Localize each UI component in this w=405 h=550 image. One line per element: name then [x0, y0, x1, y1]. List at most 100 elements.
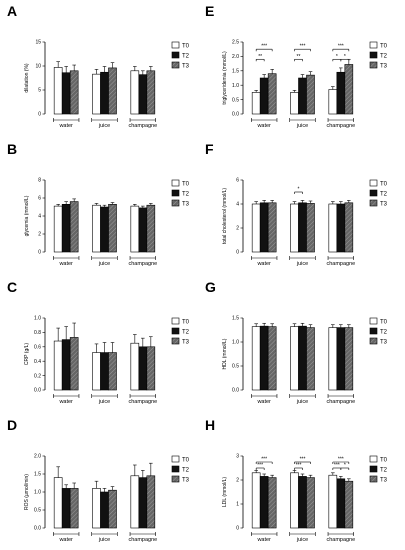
category-label: water [256, 261, 271, 267]
y-tick-label: 0.2 [34, 373, 41, 379]
bar-t0 [92, 73, 101, 115]
y-tick-label: 1.0 [34, 490, 41, 496]
bar-t3 [267, 202, 277, 253]
bar-t2 [259, 202, 269, 253]
bar-t3 [146, 346, 156, 391]
bar-t2 [259, 325, 269, 391]
bar-t0 [53, 205, 63, 253]
legend-swatch-t3 [369, 61, 378, 69]
bar-t2 [61, 339, 71, 391]
y-tick-label: 2.0 [232, 54, 239, 60]
legend-label: T2 [182, 330, 190, 336]
bar-t0 [328, 327, 338, 391]
bar-t2 [138, 346, 148, 391]
significance-label: * [298, 187, 300, 193]
legend-swatch-t3 [369, 475, 378, 483]
legend-label: T0 [380, 320, 388, 326]
chart-panel-g: G HDL (mmol/L) 0.0 0.5 1.0 1.5 water juice champ… [205, 279, 388, 405]
y-tick-label: 2 [38, 232, 41, 238]
bar-t3 [69, 488, 79, 529]
y-tick-label: 0.0 [232, 388, 239, 394]
y-tick-label: 0 [236, 250, 239, 256]
y-axis-label: CRP (g/L) [24, 343, 30, 365]
panel-letter: B [7, 141, 17, 157]
bar-t0 [251, 203, 261, 253]
y-tick-label: 2.5 [232, 40, 239, 46]
category-label: water [58, 537, 73, 543]
y-tick-label: 3 [236, 454, 239, 460]
y-tick-label: 8 [38, 178, 41, 184]
bar-t3 [69, 337, 79, 391]
y-tick-label: 1 [236, 502, 239, 508]
legend-label: T3 [182, 202, 190, 208]
y-tick-label: 2 [236, 478, 239, 484]
y-tick-label: 1.5 [232, 69, 239, 75]
bar-t3 [69, 70, 79, 115]
legend-label: T3 [182, 340, 190, 346]
category-label: juice [98, 537, 110, 543]
bar-t0 [290, 92, 299, 115]
bar-t0 [328, 203, 338, 253]
y-tick-label: 1.0 [34, 316, 41, 322]
bar-t0 [251, 326, 261, 391]
bar-t0 [92, 352, 101, 391]
category-label: juice [296, 399, 308, 405]
significance-label: *** [261, 457, 267, 463]
y-tick-label: 0.4 [34, 359, 41, 365]
bar-t0 [53, 340, 63, 391]
legend-label: T0 [380, 182, 388, 188]
legend-label: T0 [182, 44, 190, 50]
y-tick-label: 2 [236, 226, 239, 232]
bar-t3 [306, 477, 315, 529]
bar-t0 [130, 70, 140, 115]
legend-swatch-t2 [171, 189, 180, 197]
bar-t2 [336, 203, 346, 253]
significance-label: *** [300, 44, 306, 50]
bar-t0 [130, 342, 140, 391]
legend-label: T0 [380, 458, 388, 464]
bar-t2 [259, 77, 269, 115]
legend-label: T2 [380, 330, 388, 336]
legend-swatch-t0 [369, 179, 378, 187]
y-tick-label: 2.0 [34, 454, 41, 460]
bar-t3 [69, 201, 79, 253]
category-label: champagne [326, 399, 355, 405]
panel-letter: E [205, 3, 214, 19]
y-tick-label: 0.5 [34, 508, 41, 514]
legend-label: T0 [182, 320, 190, 326]
bar-t3 [344, 64, 354, 115]
panel-letter: A [7, 3, 17, 19]
legend-label: T3 [380, 202, 388, 208]
y-axis-label: total cholesterol (mmol/L) [222, 188, 228, 244]
bar-t2 [100, 491, 109, 529]
bar-t2 [100, 206, 109, 253]
category-label: champagne [326, 123, 355, 129]
bar-t2 [336, 478, 346, 529]
legend-swatch-t2 [369, 189, 378, 197]
legend-swatch-t3 [171, 475, 180, 483]
bar-t0 [92, 204, 101, 253]
bar-t3 [108, 204, 117, 253]
significance-label: * [336, 54, 338, 60]
bar-t0 [251, 92, 261, 115]
category-label: juice [98, 261, 110, 267]
y-tick-label: 0.5 [232, 364, 239, 370]
legend-swatch-t0 [171, 41, 180, 49]
bar-t3 [267, 73, 277, 115]
legend-label: T3 [380, 478, 388, 484]
legend-swatch-t2 [171, 327, 180, 335]
legend-swatch-t2 [369, 465, 378, 473]
bar-t2 [298, 476, 307, 529]
significance-label: * [344, 463, 346, 469]
chart-panel-c: C CRP (g/L) 0.0 0.2 0.4 0.6 0.8 1.0 water juice ch… [7, 279, 190, 405]
y-axis-label: glycemia (mmol/L) [24, 195, 30, 236]
y-tick-label: 0 [236, 526, 239, 532]
bar-t2 [336, 71, 346, 115]
bar-t3 [267, 477, 277, 529]
significance-label: ** [258, 54, 262, 60]
significance-label: *** [338, 44, 344, 50]
bar-t3 [306, 203, 315, 253]
y-tick-label: 0.0 [34, 526, 41, 532]
